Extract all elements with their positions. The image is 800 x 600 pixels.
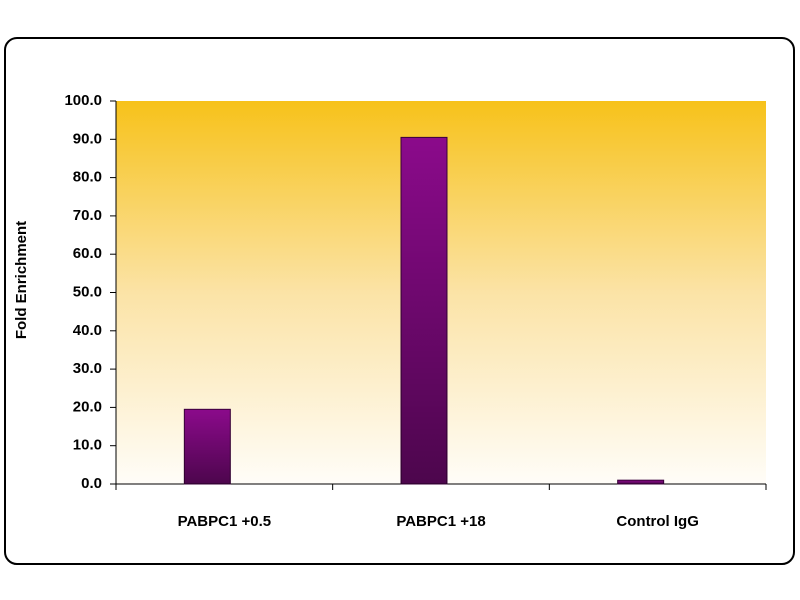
y-tick-label: 60.0 <box>73 245 102 262</box>
y-tick-label: 90.0 <box>73 130 102 147</box>
bar-shade <box>401 137 447 484</box>
y-tick-label: 80.0 <box>73 169 102 186</box>
y-tick-label: 10.0 <box>73 437 102 454</box>
x-tick-label: PABPC1 +18 <box>396 513 485 530</box>
y-axis-label: Fold Enrichment <box>13 221 30 339</box>
bar-shade <box>617 480 664 484</box>
x-tick-label: PABPC1 +0.5 <box>178 513 272 530</box>
x-tick-label: Control IgG <box>616 513 699 530</box>
bar-shade <box>184 409 231 484</box>
y-tick-label: 40.0 <box>73 322 102 339</box>
y-tick-label: 30.0 <box>73 360 102 377</box>
y-tick-label: 100.0 <box>64 92 102 109</box>
y-tick-label: 50.0 <box>73 283 102 300</box>
y-tick-label: 70.0 <box>73 207 102 224</box>
y-tick-label: 20.0 <box>73 398 102 415</box>
y-tick-label: 0.0 <box>81 475 102 492</box>
